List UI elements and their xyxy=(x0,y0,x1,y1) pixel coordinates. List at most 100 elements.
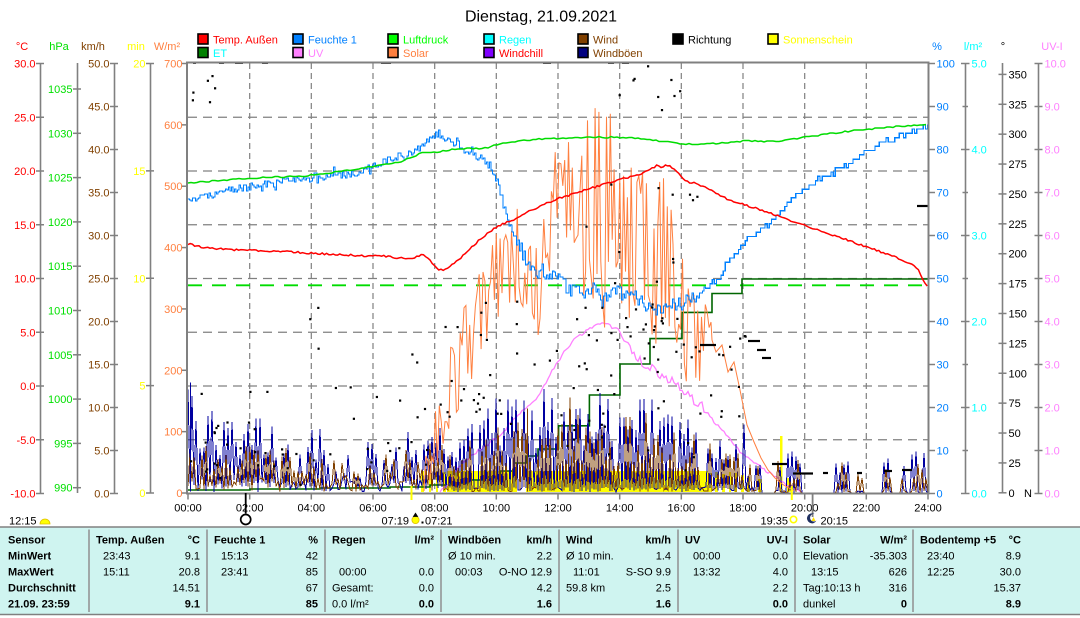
svg-text:175: 175 xyxy=(1009,279,1027,291)
svg-text:Sonnenschein: Sonnenschein xyxy=(783,35,853,47)
svg-text:0: 0 xyxy=(901,599,907,611)
svg-text:250: 250 xyxy=(1009,189,1027,201)
svg-text:10: 10 xyxy=(133,273,145,285)
svg-text:Temp. Außen: Temp. Außen xyxy=(213,35,278,47)
svg-text:km/h: km/h xyxy=(526,535,552,547)
svg-text:22:00: 22:00 xyxy=(853,503,881,515)
svg-text:42: 42 xyxy=(306,551,318,563)
svg-text:5.0: 5.0 xyxy=(94,446,109,458)
svg-text:1.0: 1.0 xyxy=(972,403,987,415)
svg-text:Tag:10:13 h: Tag:10:13 h xyxy=(803,583,861,595)
svg-text:15.37: 15.37 xyxy=(993,583,1021,595)
svg-text:Richtung: Richtung xyxy=(688,35,731,47)
svg-text:13:32: 13:32 xyxy=(693,567,721,579)
svg-text:3.0: 3.0 xyxy=(972,231,987,243)
svg-text:1035: 1035 xyxy=(48,84,72,96)
svg-text:08:00: 08:00 xyxy=(421,503,449,515)
svg-text:Regen: Regen xyxy=(499,35,531,47)
svg-text:-5.0: -5.0 xyxy=(17,435,36,447)
svg-text:0: 0 xyxy=(937,489,943,501)
svg-text:Windböen: Windböen xyxy=(593,48,643,60)
svg-text:6.0: 6.0 xyxy=(1045,231,1060,243)
svg-text:25.0: 25.0 xyxy=(14,112,35,124)
svg-text:300: 300 xyxy=(1009,129,1027,141)
svg-text:75: 75 xyxy=(1009,398,1021,410)
svg-text:Sensor: Sensor xyxy=(8,535,46,547)
svg-text:90: 90 xyxy=(937,102,949,114)
svg-text:km/h: km/h xyxy=(645,535,671,547)
svg-text:30: 30 xyxy=(937,360,949,372)
svg-text:9.1: 9.1 xyxy=(185,599,200,611)
svg-text:Solar: Solar xyxy=(403,48,429,60)
svg-text:hPa: hPa xyxy=(49,41,69,53)
svg-text:200: 200 xyxy=(1009,249,1027,261)
svg-text:0.0: 0.0 xyxy=(20,381,35,393)
svg-text:0.0: 0.0 xyxy=(773,599,788,611)
svg-text:50: 50 xyxy=(1009,428,1021,440)
svg-text:Feuchte 1: Feuchte 1 xyxy=(214,535,265,547)
svg-text:1025: 1025 xyxy=(48,173,72,185)
svg-text:4.2: 4.2 xyxy=(537,583,552,595)
svg-text:7.0: 7.0 xyxy=(1045,188,1060,200)
svg-text:9.1: 9.1 xyxy=(185,551,200,563)
svg-text:5.0: 5.0 xyxy=(972,59,987,71)
svg-text:40: 40 xyxy=(937,317,949,329)
svg-text:8.9: 8.9 xyxy=(1006,599,1021,611)
svg-text:350: 350 xyxy=(1009,69,1027,81)
svg-text:km/h: km/h xyxy=(81,41,105,53)
svg-text:UV-I: UV-I xyxy=(1041,41,1062,53)
svg-text:0.0: 0.0 xyxy=(972,489,987,501)
svg-text:995: 995 xyxy=(54,438,72,450)
svg-text:10: 10 xyxy=(937,446,949,458)
svg-text:35.0: 35.0 xyxy=(88,188,109,200)
svg-text:40.0: 40.0 xyxy=(88,145,109,157)
svg-text:30.0: 30.0 xyxy=(88,231,109,243)
svg-text:4.0: 4.0 xyxy=(972,145,987,157)
svg-text:20: 20 xyxy=(133,59,145,71)
svg-text:UV-I: UV-I xyxy=(767,535,788,547)
svg-text:100: 100 xyxy=(1009,368,1027,380)
svg-text:0.0: 0.0 xyxy=(773,551,788,563)
svg-text:15:13: 15:13 xyxy=(221,551,249,563)
svg-text:00:00: 00:00 xyxy=(693,551,721,563)
svg-text:2.2: 2.2 xyxy=(773,583,788,595)
svg-text:225: 225 xyxy=(1009,219,1027,231)
svg-text:00:00: 00:00 xyxy=(339,567,367,579)
svg-text:MinWert: MinWert xyxy=(8,551,52,563)
svg-text:2.0: 2.0 xyxy=(1045,403,1060,415)
svg-text:02:00: 02:00 xyxy=(236,503,264,515)
svg-text:°C: °C xyxy=(1009,535,1021,547)
svg-text:18:00: 18:00 xyxy=(729,503,757,515)
svg-text:0.0: 0.0 xyxy=(419,583,434,595)
svg-text:125: 125 xyxy=(1009,338,1027,350)
svg-text:°C: °C xyxy=(188,535,200,547)
svg-text:316: 316 xyxy=(889,583,907,595)
svg-text:Dienstag, 21.09.2021: Dienstag, 21.09.2021 xyxy=(465,9,617,26)
svg-text:0.0: 0.0 xyxy=(419,567,434,579)
svg-text:10:00: 10:00 xyxy=(483,503,511,515)
svg-text:275: 275 xyxy=(1009,159,1027,171)
svg-text:100: 100 xyxy=(164,427,182,439)
svg-text:S-SO 9.9: S-SO 9.9 xyxy=(626,567,671,579)
svg-text:10.0: 10.0 xyxy=(1045,59,1066,71)
svg-text:50.0: 50.0 xyxy=(88,59,109,71)
svg-text:20: 20 xyxy=(937,403,949,415)
svg-text:1.6: 1.6 xyxy=(537,599,552,611)
svg-text:10.0: 10.0 xyxy=(14,274,35,286)
svg-text:0.0: 0.0 xyxy=(1045,489,1060,501)
svg-text:24:00: 24:00 xyxy=(914,503,942,515)
svg-text:16:00: 16:00 xyxy=(668,503,696,515)
svg-text:Bodentemp +5: Bodentemp +5 xyxy=(920,535,996,547)
svg-text:UV: UV xyxy=(685,535,701,547)
svg-text:85: 85 xyxy=(306,599,318,611)
svg-text:2.2: 2.2 xyxy=(537,551,552,563)
svg-text:15.0: 15.0 xyxy=(14,220,35,232)
svg-text:2.5: 2.5 xyxy=(656,583,671,595)
svg-text:1.0: 1.0 xyxy=(1045,446,1060,458)
svg-text:80: 80 xyxy=(937,145,949,157)
svg-text:100: 100 xyxy=(937,59,955,71)
svg-text:500: 500 xyxy=(164,181,182,193)
svg-text:00:03: 00:03 xyxy=(455,567,483,579)
svg-text:Windchill: Windchill xyxy=(499,48,543,60)
svg-text:15: 15 xyxy=(133,166,145,178)
